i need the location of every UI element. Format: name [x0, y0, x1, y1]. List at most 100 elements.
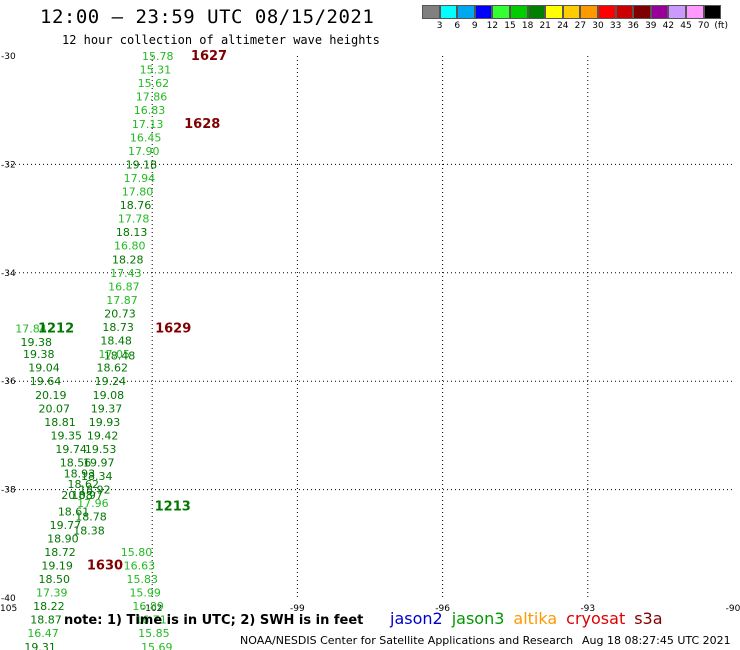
wave-height-label: 18.90 — [47, 532, 78, 545]
legend-swatch — [580, 5, 598, 19]
legend-swatch — [509, 5, 528, 19]
wave-height-label: 18.76 — [120, 199, 152, 212]
satellite-jason3: jason3 — [451, 609, 505, 628]
legend-swatch — [457, 5, 475, 19]
wave-height-label: 18.93 — [64, 467, 96, 480]
color-scale-legend: 3 6 9 12 15 18 21 24 27 30 33 36 39 42 45 70 (ft) — [422, 5, 728, 31]
satellite-legend: jason2 jason3 altika cryosat s3a — [390, 609, 672, 628]
legend-swatch — [562, 5, 581, 19]
wave-height-label: 15.31 — [140, 64, 172, 77]
lon-tick-label: -90 — [726, 604, 740, 614]
wave-height-label: 17.86 — [136, 91, 168, 104]
lat-tick-label: -40 — [1, 594, 16, 604]
wave-height-label: 16.80 — [114, 240, 145, 253]
wave-height-label: 18.48 — [100, 335, 132, 348]
wave-height-label: 16.89 — [132, 600, 164, 613]
pass-time-label: 1627 — [191, 49, 227, 64]
wave-height-label: 19.04 — [28, 362, 59, 375]
wave-height-label: 18.81 — [44, 416, 76, 429]
legend-swatch — [474, 5, 493, 19]
legend-swatch — [703, 5, 722, 19]
wave-height-label: 18.62 — [97, 362, 129, 375]
wave-height-label: 16.45 — [130, 131, 162, 144]
wave-height-label: 15.62 — [138, 77, 170, 90]
wave-height-label: 15.99 — [129, 587, 161, 600]
legend-label: 15 — [504, 21, 516, 31]
lon-tick-label: -102 — [142, 604, 162, 614]
credit-line: NOAA/NESDIS Center for Satellite Applica… — [240, 634, 574, 647]
lat-tick-label: -34 — [1, 269, 16, 279]
wave-height-label: 17.13 — [132, 118, 164, 131]
wave-height-label: 19.74 — [55, 443, 87, 456]
legend-label: 36 — [627, 21, 639, 31]
wave-height-label: 18.13 — [116, 226, 147, 239]
lon-tick-label: -93 — [580, 604, 595, 614]
wave-height-label: 18.48 — [104, 350, 136, 363]
footer-note: note: 1) Time is in UTC; 2) SWH is in fe… — [64, 613, 364, 628]
legend-swatch — [668, 5, 686, 19]
wave-height-label: 16.87 — [108, 280, 140, 293]
pass-time-label: 1213 — [155, 499, 191, 514]
wave-height-label: 18.50 — [38, 573, 70, 586]
wave-height-label: 18.38 — [73, 524, 105, 537]
wave-height-label: 18.62 — [68, 478, 100, 491]
wave-height-label: 15.83 — [127, 573, 159, 586]
wave-height-label: 17.43 — [110, 267, 142, 280]
wave-height-label: 18.92 — [79, 484, 111, 497]
legend-label: 12 — [486, 21, 499, 31]
legend-swatch — [527, 5, 546, 19]
legend-label: 18 — [521, 21, 534, 31]
satellite-cryosat: cryosat — [566, 609, 626, 628]
wave-height-label: 20.19 — [35, 389, 67, 402]
lat-tick-label: -32 — [1, 160, 16, 170]
wave-height-label: 15.80 — [121, 546, 152, 559]
lon-tick-label: -96 — [435, 604, 450, 614]
wave-height-label: 19.18 — [126, 158, 158, 171]
wave-height-label: 18.73 — [102, 321, 133, 334]
legend-swatch — [597, 5, 616, 19]
wave-height-label: 19.64 — [30, 375, 62, 388]
legend-swatch — [615, 5, 634, 19]
legend-label: 45 — [680, 21, 692, 31]
pass-time-label: 1212 — [38, 322, 74, 337]
map-title: 12:00 – 23:59 UTC 08/15/2021 — [40, 6, 375, 28]
legend-label: 39 — [645, 21, 657, 31]
map-subtitle: 12 hour collection of altimeter wave hei… — [62, 33, 380, 47]
wave-height-label: 15.78 — [142, 50, 174, 63]
wave-height-label: 19.35 — [51, 429, 82, 442]
legend-labels: 3 6 9 12 15 18 21 24 27 30 33 36 39 42 45 70 (ft) — [422, 19, 728, 31]
wave-height-label: 16.83 — [134, 104, 166, 117]
wave-height-label: 17.87 — [106, 294, 138, 307]
legend-label: 9 — [471, 21, 478, 31]
wave-height-label: 19.31 — [24, 641, 56, 650]
legend-swatch — [633, 5, 651, 19]
wave-height-label: 15.85 — [138, 627, 170, 640]
wave-height-label: 19.42 — [87, 429, 119, 442]
wave-height-label: 18.72 — [44, 546, 76, 559]
wave-height-label: 17.80 — [122, 186, 154, 199]
wave-height-label: 20.07 — [38, 402, 70, 415]
wave-height-label: 19.77 — [50, 519, 81, 532]
wave-height-label: 19.08 — [93, 389, 125, 402]
wave-height-label: 17.78 — [118, 213, 150, 226]
wave-height-label: 19.38 — [21, 336, 53, 349]
wave-height-label: 16.63 — [124, 559, 156, 572]
legend-swatch — [439, 5, 458, 19]
wave-height-label: 18.97 — [71, 489, 103, 502]
lon-tick-label: -105 — [0, 604, 17, 614]
legend-swatch — [650, 5, 669, 19]
legend-label: 21 — [539, 21, 551, 31]
wave-height-label: 18.56 — [60, 457, 91, 470]
legend-label: (ft) — [714, 21, 728, 31]
lat-tick-label: -38 — [1, 486, 16, 496]
lat-tick-label: -36 — [1, 377, 16, 387]
legend-swatch — [545, 5, 563, 19]
satellite-altika: altika — [513, 609, 558, 628]
wave-height-label: 18.28 — [112, 253, 144, 266]
wave-height-label: 17.05 — [98, 348, 130, 361]
wave-height-label: 15.69 — [141, 641, 173, 650]
legend-label: 6 — [454, 21, 461, 31]
legend-label: 33 — [609, 21, 622, 31]
legend-label: 70 — [697, 21, 710, 31]
